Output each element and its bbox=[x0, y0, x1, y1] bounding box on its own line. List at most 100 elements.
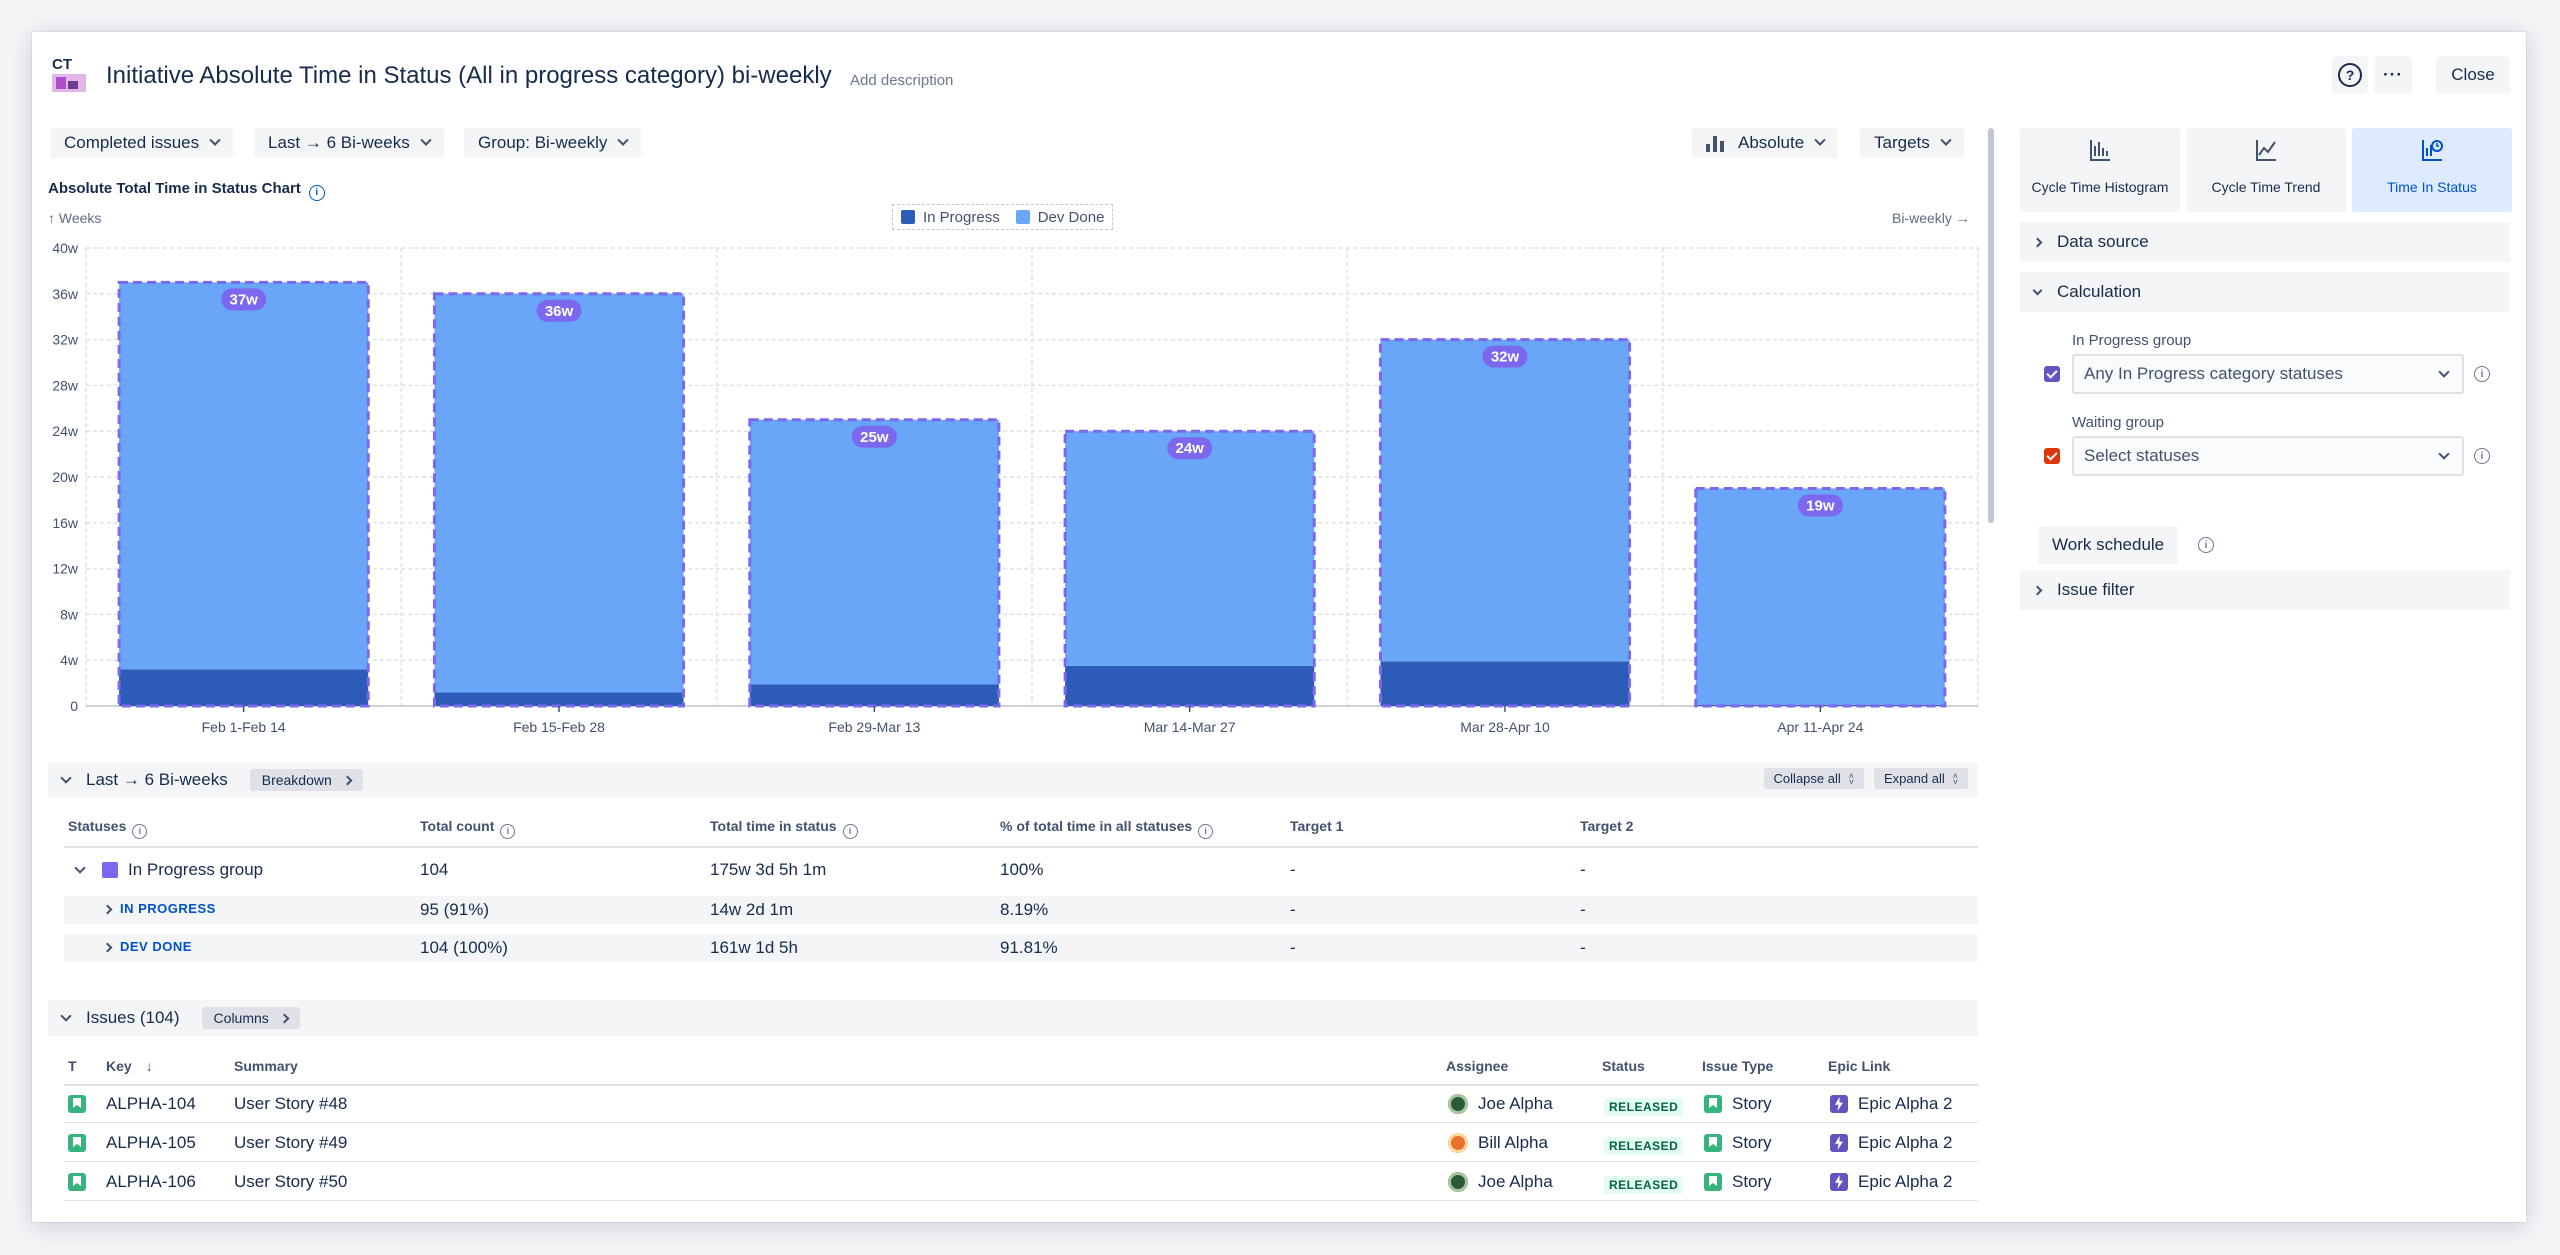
tab-cycle-time-trend[interactable]: Cycle Time Trend bbox=[2186, 128, 2346, 212]
epic-icon bbox=[1830, 1095, 1848, 1113]
range-dropdown[interactable]: Last → 6 Bi-weeks bbox=[254, 128, 444, 158]
help-button[interactable]: ? bbox=[2332, 56, 2368, 94]
row-divider bbox=[64, 1200, 1978, 1201]
targets-dropdown[interactable]: Targets bbox=[1860, 128, 1964, 158]
summary-actions: Collapse all ˄ ˅ Expand all ˄ ˅ bbox=[1763, 768, 1968, 789]
issues-section-title: Issues (104) bbox=[86, 1008, 180, 1027]
report-title[interactable]: Initiative Absolute Time in Status (All … bbox=[106, 62, 832, 89]
col-target-1: Target 1 bbox=[1290, 818, 1344, 834]
waiting-group-select[interactable]: Select statuses bbox=[2072, 436, 2464, 476]
collapse-all-button[interactable]: Collapse all ˄ ˅ bbox=[1763, 768, 1865, 789]
info-icon[interactable]: i bbox=[132, 823, 148, 839]
data-source-accordion[interactable]: Data source bbox=[2020, 222, 2510, 262]
columns-button[interactable]: Columns bbox=[201, 1007, 300, 1029]
add-description-link[interactable]: Add description bbox=[850, 72, 954, 89]
bar-segment bbox=[1065, 431, 1315, 666]
target-2: - bbox=[1580, 860, 1586, 879]
calculation-accordion[interactable]: Calculation bbox=[2020, 272, 2510, 312]
breakdown-button[interactable]: Breakdown bbox=[249, 769, 363, 791]
issue-key[interactable]: ALPHA-104 bbox=[106, 1094, 196, 1113]
range-label: Last → 6 Bi-weeks bbox=[268, 133, 410, 152]
mode-dropdown[interactable]: Absolute bbox=[1692, 128, 1839, 158]
col-summary[interactable]: Summary bbox=[234, 1058, 298, 1074]
row-divider bbox=[64, 1161, 1978, 1162]
status-badge: RELEASED bbox=[1604, 1176, 1684, 1194]
info-icon[interactable]: i bbox=[308, 184, 325, 201]
in-progress-group-checkbox[interactable] bbox=[2044, 366, 2060, 382]
y-tick-label: 12w bbox=[52, 561, 79, 577]
chevron-down-icon bbox=[60, 772, 72, 784]
in-progress-group-select[interactable]: Any In Progress category statuses bbox=[2072, 354, 2464, 394]
issue-key[interactable]: ALPHA-105 bbox=[106, 1133, 196, 1152]
bar-total-badge bbox=[1797, 494, 1843, 517]
percent: 91.81% bbox=[1000, 938, 1058, 957]
issue-key[interactable]: ALPHA-106 bbox=[106, 1172, 196, 1191]
info-icon[interactable]: i bbox=[842, 823, 858, 839]
tab-cycle-time-histogram[interactable]: Cycle Time Histogram bbox=[2020, 128, 2180, 212]
summary-section-header[interactable]: Last → 6 Bi-weeks Breakdown Collapse all… bbox=[48, 762, 1978, 798]
y-axis-caption: ↑ Weeks bbox=[48, 210, 102, 226]
col-key[interactable]: Key ↓ bbox=[106, 1058, 153, 1074]
col-percent: % of total time in all statuses i bbox=[1000, 818, 1214, 839]
info-icon[interactable]: i bbox=[2474, 448, 2490, 464]
col-issue-type[interactable]: Issue Type bbox=[1702, 1058, 1774, 1074]
time-in-status-icon bbox=[2422, 140, 2443, 161]
main-scrollbar[interactable] bbox=[1988, 128, 1994, 523]
x-tick-label: Feb 1-Feb 14 bbox=[202, 719, 286, 735]
epic-link[interactable]: Epic Alpha 2 bbox=[1858, 1172, 1953, 1191]
target-1: - bbox=[1290, 900, 1296, 919]
mode-label: Absolute bbox=[1738, 133, 1805, 152]
waiting-group-checkbox[interactable] bbox=[2044, 448, 2060, 464]
tab-label: Cycle Time Trend bbox=[2211, 179, 2321, 195]
issue-summary[interactable]: User Story #48 bbox=[234, 1094, 348, 1113]
work-schedule-button[interactable]: Work schedule bbox=[2038, 526, 2179, 564]
issue-filter-accordion[interactable]: Issue filter bbox=[2020, 570, 2510, 610]
tab-time-in-status[interactable]: Time In Status bbox=[2352, 128, 2512, 212]
issue-summary[interactable]: User Story #50 bbox=[234, 1172, 348, 1191]
chevron-down-icon bbox=[2032, 285, 2043, 295]
y-tick-label: 24w bbox=[52, 423, 79, 439]
bar-segment bbox=[1380, 339, 1630, 662]
avatar bbox=[1448, 1094, 1468, 1114]
col-target-2: Target 2 bbox=[1580, 818, 1634, 834]
issues-filter-dropdown[interactable]: Completed issues bbox=[50, 128, 234, 158]
col-assignee[interactable]: Assignee bbox=[1446, 1058, 1509, 1074]
summary-row-dev-done[interactable] bbox=[64, 934, 1978, 962]
legend-item-in-progress[interactable]: In Progress bbox=[901, 209, 1000, 226]
info-icon[interactable]: i bbox=[1198, 823, 1214, 839]
more-button[interactable]: ··· bbox=[2374, 56, 2412, 94]
issue-type: Story bbox=[1732, 1172, 1772, 1191]
sort-down-icon: ↓ bbox=[145, 1058, 153, 1074]
epic-link[interactable]: Epic Alpha 2 bbox=[1858, 1133, 1953, 1152]
legend-item-dev-done[interactable]: Dev Done bbox=[1015, 209, 1104, 226]
help-icon: ? bbox=[2338, 63, 2362, 87]
expand-all-button[interactable]: Expand all ˄ ˅ bbox=[1874, 768, 1968, 789]
collapse-all-label: Collapse all bbox=[1773, 771, 1841, 786]
issues-section-header[interactable]: Issues (104) Columns bbox=[48, 1000, 1978, 1036]
bar-total-label: 37w bbox=[229, 291, 258, 308]
chevron-right-icon bbox=[342, 775, 353, 785]
info-icon[interactable]: i bbox=[2198, 537, 2214, 553]
col-status[interactable]: Status bbox=[1602, 1058, 1645, 1074]
y-tick-label: 28w bbox=[52, 377, 79, 393]
info-icon[interactable]: i bbox=[2474, 366, 2490, 382]
histogram-icon bbox=[2090, 140, 2110, 161]
tab-label: Cycle Time Histogram bbox=[2031, 179, 2169, 195]
bar-segment bbox=[1065, 665, 1315, 706]
total-count: 104 bbox=[420, 860, 449, 879]
epic-link[interactable]: Epic Alpha 2 bbox=[1858, 1094, 1953, 1113]
expand-all-label: Expand all bbox=[1884, 771, 1945, 786]
close-button[interactable]: Close bbox=[2436, 56, 2510, 94]
chevron-right-icon bbox=[2032, 237, 2043, 247]
header-divider bbox=[64, 846, 1978, 848]
x-tick-label: Mar 14-Mar 27 bbox=[1144, 719, 1236, 735]
issue-summary[interactable]: User Story #49 bbox=[234, 1133, 348, 1152]
assignee-name: Joe Alpha bbox=[1478, 1172, 1553, 1191]
col-epic-link[interactable]: Epic Link bbox=[1828, 1058, 1891, 1074]
info-icon[interactable]: i bbox=[500, 823, 516, 839]
target-1: - bbox=[1290, 860, 1296, 879]
summary-row-in-progress[interactable] bbox=[64, 896, 1978, 924]
group-dropdown[interactable]: Group: Bi-weekly bbox=[464, 128, 642, 158]
chart-legend: In Progress Dev Done bbox=[892, 204, 1114, 230]
col-type[interactable]: T bbox=[68, 1058, 77, 1074]
